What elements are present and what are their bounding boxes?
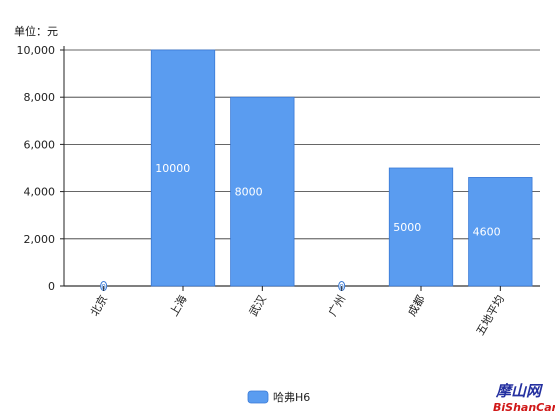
bar[interactable] (230, 96, 295, 287)
x-category-label: 成都 (405, 293, 427, 319)
x-category-label: 上海 (166, 293, 189, 319)
legend-label[interactable]: 哈弗H6 (273, 390, 310, 404)
grid-lines (63, 46, 540, 287)
y-tick-label: 0 (48, 280, 55, 293)
watermark-logo: 摩山网 BiShanCar (493, 382, 555, 414)
x-category-label: 武汉 (247, 293, 269, 319)
x-category-label: 广州 (326, 293, 348, 319)
y-tick-label: 10,000 (17, 44, 56, 57)
x-axis-labels: 北京 上海 武汉 广州 成都 五地平均 (87, 286, 507, 338)
x-category-label: 北京 (87, 293, 110, 319)
y-tick-label: 6,000 (24, 138, 56, 151)
bar-value-label: 10000 (155, 162, 190, 175)
y-tick-label: 8,000 (24, 91, 56, 104)
bar[interactable] (388, 167, 454, 287)
x-category-label: 五地平均 (474, 293, 507, 338)
bars: 0100008000050004600 (100, 49, 533, 291)
bar[interactable] (150, 49, 216, 287)
bar-value-label: 5000 (393, 221, 421, 234)
watermark-bottom-text: BiShanCar (493, 401, 555, 414)
y-tick-label: 4,000 (24, 186, 56, 199)
legend-swatch[interactable] (247, 390, 269, 404)
bar-value-label: 8000 (235, 186, 263, 199)
unit-label: 单位：元 (14, 24, 58, 38)
y-axis-ticks: 0 2,000 4,000 6,000 8,000 10,000 (17, 44, 64, 293)
watermark-top-text: 摩山网 (495, 382, 544, 400)
legend[interactable]: 哈弗H6 (247, 390, 310, 404)
y-tick-label: 2,000 (24, 233, 56, 246)
bar[interactable] (468, 177, 533, 287)
bar-value-label: 4600 (473, 226, 501, 239)
